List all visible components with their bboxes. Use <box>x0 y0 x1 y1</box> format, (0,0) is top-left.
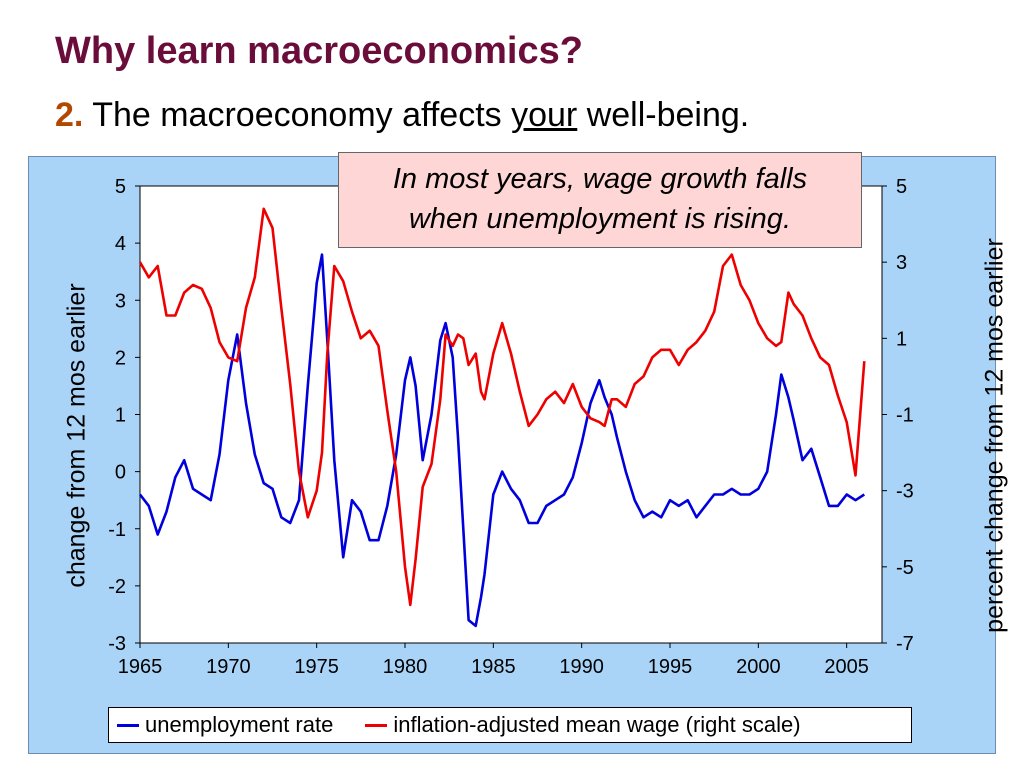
x-tick-label: 1980 <box>383 656 428 678</box>
x-tick-label: 1995 <box>648 656 693 678</box>
subtitle-text-post: well-being. <box>586 96 750 134</box>
y-left-tick-label: -1 <box>108 519 126 541</box>
x-tick-label: 2005 <box>824 656 869 678</box>
slide-title: Why learn macroeconomics? <box>55 30 583 72</box>
callout-line-1: In most years, wage growth falls <box>392 163 808 195</box>
series-line-wage <box>138 207 866 607</box>
y-axis-left-title: change from 12 mos earlier <box>62 283 91 588</box>
axes-layer: 1965 1970 1975 1980 1985 1990 1995 2000 2005 5 4 3 2… <box>108 176 914 678</box>
callout-line-2: when unemployment is rising. <box>408 203 791 235</box>
callout-box: In most years, wage growth falls when un… <box>338 152 862 248</box>
y-left-tick-label: 4 <box>115 233 126 255</box>
x-tick-label: 1990 <box>559 656 604 678</box>
subtitle-number: 2. <box>55 96 84 134</box>
subtitle-text-emphasis: your <box>511 96 578 134</box>
x-tick-label: 1975 <box>294 656 339 678</box>
legend-label-wage: inflation-adjusted mean wage (right scal… <box>393 712 801 737</box>
legend-item-unemployment: unemployment rate <box>117 712 333 738</box>
chart-svg: 1965 1970 1975 1980 1985 1990 1995 2000 2005 5 4 3 2… <box>108 176 914 678</box>
y-right-tick-label: -3 <box>896 481 914 503</box>
y-right-tick-label: -1 <box>896 405 914 427</box>
y-left-tick-label: 0 <box>115 462 126 484</box>
y-left-tick-label: -3 <box>108 633 126 655</box>
y-left-tick-label: 3 <box>115 290 126 312</box>
slide-subtitle: 2. The macroeconomy affects your well-be… <box>55 96 749 135</box>
x-tick-label: 2000 <box>736 656 781 678</box>
series-layer <box>138 207 866 628</box>
series-line-unemployment <box>138 253 866 628</box>
legend-swatch-blue <box>117 723 139 727</box>
y-right-tick-label: 1 <box>896 328 907 350</box>
y-left-tick-label: 1 <box>115 405 126 427</box>
legend-swatch-red <box>365 723 388 727</box>
chart-legend: unemployment rate inflation-adjusted mea… <box>108 707 912 743</box>
subtitle-text-pre: The macroeconomy affects <box>92 96 502 134</box>
y-right-tick-label: 3 <box>896 252 907 274</box>
y-axis-right-title: percent change from 12 mos earlier <box>980 238 1009 633</box>
y-left-tick-label: 2 <box>115 347 126 369</box>
legend-label-unemployment: unemployment rate <box>145 712 334 737</box>
x-tick-label: 1965 <box>118 656 163 678</box>
y-left-tick-label: -2 <box>108 576 126 598</box>
x-tick-label: 1985 <box>471 656 516 678</box>
chart-panel: 1965 1970 1975 1980 1985 1990 1995 2000 2005 5 4 3 2… <box>28 156 1009 754</box>
y-left-tick-label: 5 <box>115 176 126 198</box>
plot-area <box>139 185 883 644</box>
y-right-tick-label: -7 <box>896 633 914 655</box>
y-right-tick-label: 5 <box>896 176 907 198</box>
x-tick-label: 1970 <box>206 656 251 678</box>
legend-item-wage: inflation-adjusted mean wage (right scal… <box>365 712 801 738</box>
y-right-tick-label: -5 <box>896 557 914 579</box>
